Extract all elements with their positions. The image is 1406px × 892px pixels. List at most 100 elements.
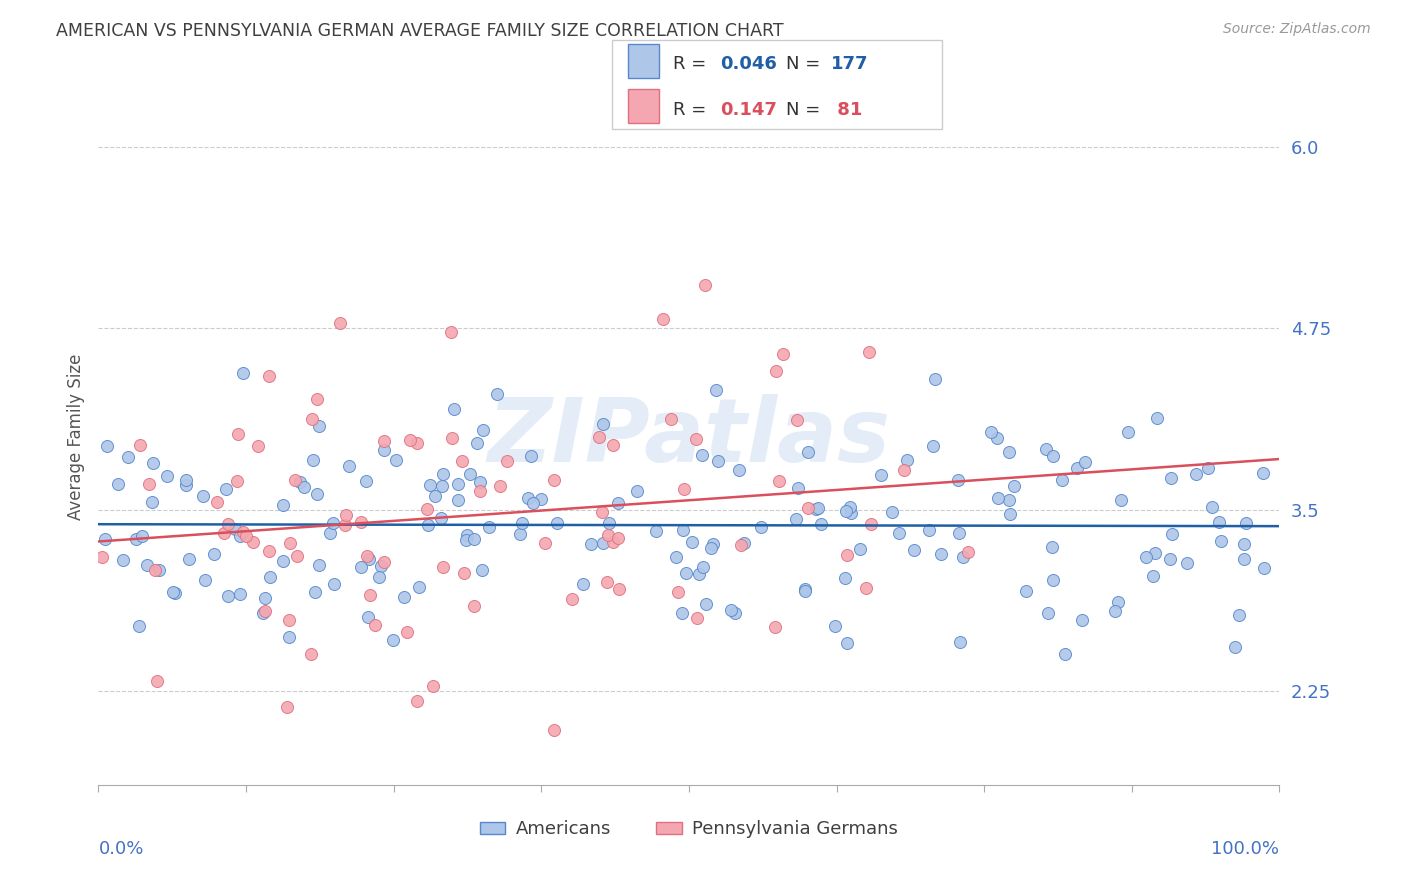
Point <box>509 527 531 541</box>
Point <box>419 477 441 491</box>
Text: ZIPatlas: ZIPatlas <box>488 393 890 481</box>
Point <box>673 482 696 496</box>
Point <box>1160 471 1182 485</box>
Point <box>229 529 252 543</box>
Point <box>581 537 603 551</box>
Point <box>835 504 858 518</box>
Point <box>1066 461 1088 475</box>
Point <box>1116 425 1139 439</box>
Point <box>323 577 346 591</box>
Text: Source: ZipAtlas.com: Source: ZipAtlas.com <box>1223 22 1371 37</box>
Text: 100.0%: 100.0% <box>1212 840 1279 858</box>
Point <box>980 425 1002 439</box>
Point <box>299 647 322 661</box>
Point <box>337 458 360 473</box>
Point <box>443 402 465 417</box>
Point <box>257 544 280 558</box>
Point <box>215 482 238 496</box>
Point <box>702 537 724 551</box>
Point <box>392 590 415 604</box>
Point <box>399 433 422 447</box>
Point <box>785 512 807 526</box>
Point <box>763 620 786 634</box>
Point <box>765 364 787 378</box>
Point <box>786 412 808 426</box>
Point <box>359 588 381 602</box>
Point <box>329 316 352 330</box>
Point <box>516 491 538 505</box>
Point <box>202 547 225 561</box>
Point <box>447 477 470 491</box>
Point <box>1175 556 1198 570</box>
Point <box>929 547 952 561</box>
Point <box>839 500 862 515</box>
Point <box>217 589 239 603</box>
Point <box>704 383 727 397</box>
Point <box>870 467 893 482</box>
Text: 0.0%: 0.0% <box>98 840 143 858</box>
Point <box>458 467 481 481</box>
Point <box>162 585 184 599</box>
Point <box>373 555 395 569</box>
Point <box>797 501 820 516</box>
Point <box>1208 516 1230 530</box>
Point <box>998 445 1021 459</box>
Point <box>520 450 543 464</box>
Point <box>686 611 709 625</box>
Point <box>308 558 330 573</box>
Point <box>834 571 856 585</box>
Point <box>308 419 330 434</box>
Text: R =: R = <box>673 55 713 73</box>
Point <box>165 585 187 599</box>
Point <box>598 528 620 542</box>
Point <box>887 526 910 541</box>
Point <box>91 550 114 565</box>
Point <box>396 624 419 639</box>
Point <box>690 448 713 462</box>
Text: 81: 81 <box>831 101 862 119</box>
Point <box>156 469 179 483</box>
Point <box>370 559 392 574</box>
Point <box>456 528 478 542</box>
Point <box>107 476 129 491</box>
Point <box>794 582 817 596</box>
Point <box>350 515 373 529</box>
Point <box>373 434 395 448</box>
Point <box>688 566 710 581</box>
Point <box>882 505 904 519</box>
Point <box>1042 573 1064 587</box>
Point <box>720 602 742 616</box>
Point <box>522 496 544 510</box>
Point <box>226 427 249 442</box>
Point <box>465 435 488 450</box>
Point <box>253 591 276 605</box>
Point <box>322 516 344 530</box>
Point <box>128 619 150 633</box>
Point <box>257 369 280 384</box>
Point <box>1035 442 1057 456</box>
Point <box>191 490 214 504</box>
Point <box>1053 647 1076 661</box>
Point <box>471 563 494 577</box>
Point <box>416 518 439 533</box>
Point <box>212 525 235 540</box>
Point <box>486 387 509 401</box>
Point <box>333 517 356 532</box>
Text: N =: N = <box>786 101 825 119</box>
Point <box>128 438 150 452</box>
Point <box>591 505 613 519</box>
Point <box>271 554 294 568</box>
Point <box>478 520 501 534</box>
Point <box>1227 607 1250 622</box>
Point <box>1111 493 1133 508</box>
Point <box>232 524 254 539</box>
Point <box>224 522 246 536</box>
Point <box>276 699 298 714</box>
Text: 0.147: 0.147 <box>720 101 776 119</box>
Point <box>146 673 169 688</box>
Text: 177: 177 <box>831 55 869 73</box>
Point <box>432 479 454 493</box>
Point <box>1050 473 1073 487</box>
Point <box>117 450 139 465</box>
Point <box>1223 640 1246 654</box>
